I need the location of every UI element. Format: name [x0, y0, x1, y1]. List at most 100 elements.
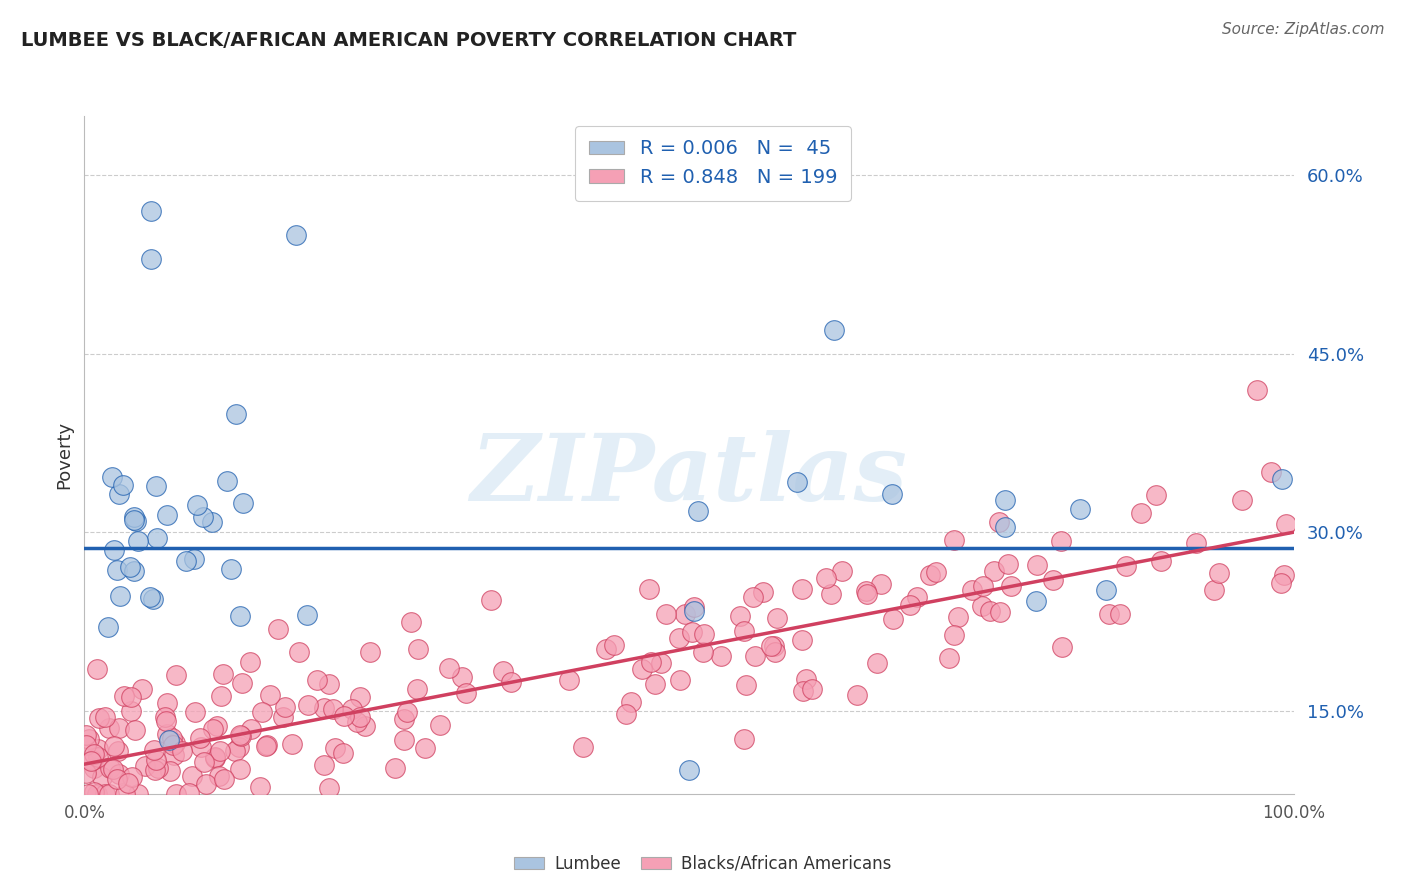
Point — [437, 661, 460, 675]
Point — [80, 754, 103, 768]
Point — [856, 587, 879, 601]
Point — [181, 769, 204, 783]
Point — [194, 777, 217, 791]
Point — [359, 645, 381, 659]
Point — [165, 736, 187, 750]
Point — [183, 705, 205, 719]
Point — [127, 533, 149, 548]
Point — [75, 766, 97, 780]
Point — [254, 739, 277, 754]
Point — [332, 746, 354, 760]
Point — [209, 690, 232, 704]
Point — [763, 644, 786, 658]
Point — [98, 787, 121, 801]
Point — [882, 612, 904, 626]
Point — [83, 761, 105, 775]
Point — [571, 740, 593, 755]
Point — [1204, 582, 1226, 597]
Point — [396, 706, 419, 720]
Point — [122, 513, 145, 527]
Point — [349, 690, 371, 704]
Point — [972, 599, 994, 613]
Point — [239, 655, 262, 669]
Point — [786, 475, 808, 490]
Point — [117, 776, 139, 790]
Point — [91, 770, 114, 784]
Point — [314, 701, 336, 715]
Point — [124, 723, 146, 737]
Point — [794, 673, 817, 687]
Point — [1025, 594, 1047, 608]
Point — [413, 740, 436, 755]
Point — [162, 731, 184, 746]
Point — [217, 474, 239, 488]
Legend: Lumbee, Blacks/African Americans: Lumbee, Blacks/African Americans — [508, 848, 898, 880]
Point — [229, 729, 252, 743]
Point — [644, 677, 666, 691]
Point — [75, 728, 97, 742]
Point — [108, 766, 131, 780]
Point — [177, 787, 200, 801]
Point — [77, 732, 100, 747]
Point — [134, 759, 156, 773]
Point — [1115, 559, 1137, 574]
Point — [323, 741, 346, 756]
Point — [186, 498, 208, 512]
Point — [94, 710, 117, 724]
Point — [882, 487, 904, 501]
Point — [318, 781, 340, 796]
Point — [943, 533, 966, 547]
Point — [603, 638, 626, 652]
Point — [165, 668, 187, 682]
Point — [501, 674, 523, 689]
Point — [993, 520, 1015, 534]
Point — [1098, 607, 1121, 622]
Point — [97, 620, 120, 634]
Point — [162, 738, 184, 752]
Point — [201, 515, 224, 529]
Point — [759, 640, 782, 654]
Point — [125, 514, 148, 528]
Point — [122, 509, 145, 524]
Point — [451, 670, 474, 684]
Point — [139, 591, 162, 605]
Point — [733, 731, 755, 746]
Point — [845, 688, 868, 702]
Point — [127, 787, 149, 801]
Point — [232, 496, 254, 510]
Point — [101, 470, 124, 484]
Point — [384, 761, 406, 775]
Point — [76, 787, 98, 801]
Point — [209, 744, 232, 758]
Point — [1271, 472, 1294, 486]
Point — [735, 678, 758, 692]
Point — [281, 737, 304, 751]
Point — [1185, 536, 1208, 550]
Point — [267, 622, 290, 636]
Point — [284, 227, 308, 242]
Point — [162, 747, 184, 762]
Text: Source: ZipAtlas.com: Source: ZipAtlas.com — [1222, 22, 1385, 37]
Point — [1095, 583, 1118, 598]
Point — [558, 673, 581, 687]
Point — [86, 662, 108, 676]
Point — [156, 696, 179, 710]
Point — [214, 772, 236, 787]
Point — [905, 590, 928, 604]
Point — [1144, 488, 1167, 502]
Point — [733, 624, 755, 639]
Point — [122, 564, 145, 578]
Point — [595, 641, 617, 656]
Point — [229, 728, 252, 742]
Point — [295, 608, 318, 623]
Point — [76, 739, 98, 753]
Point — [107, 744, 129, 758]
Text: LUMBEE VS BLACK/AFRICAN AMERICAN POVERTY CORRELATION CHART: LUMBEE VS BLACK/AFRICAN AMERICAN POVERTY… — [21, 31, 796, 50]
Point — [83, 747, 105, 761]
Point — [318, 677, 340, 691]
Point — [287, 645, 309, 659]
Point — [631, 662, 654, 676]
Point — [145, 479, 167, 493]
Point — [392, 712, 415, 726]
Point — [101, 762, 124, 776]
